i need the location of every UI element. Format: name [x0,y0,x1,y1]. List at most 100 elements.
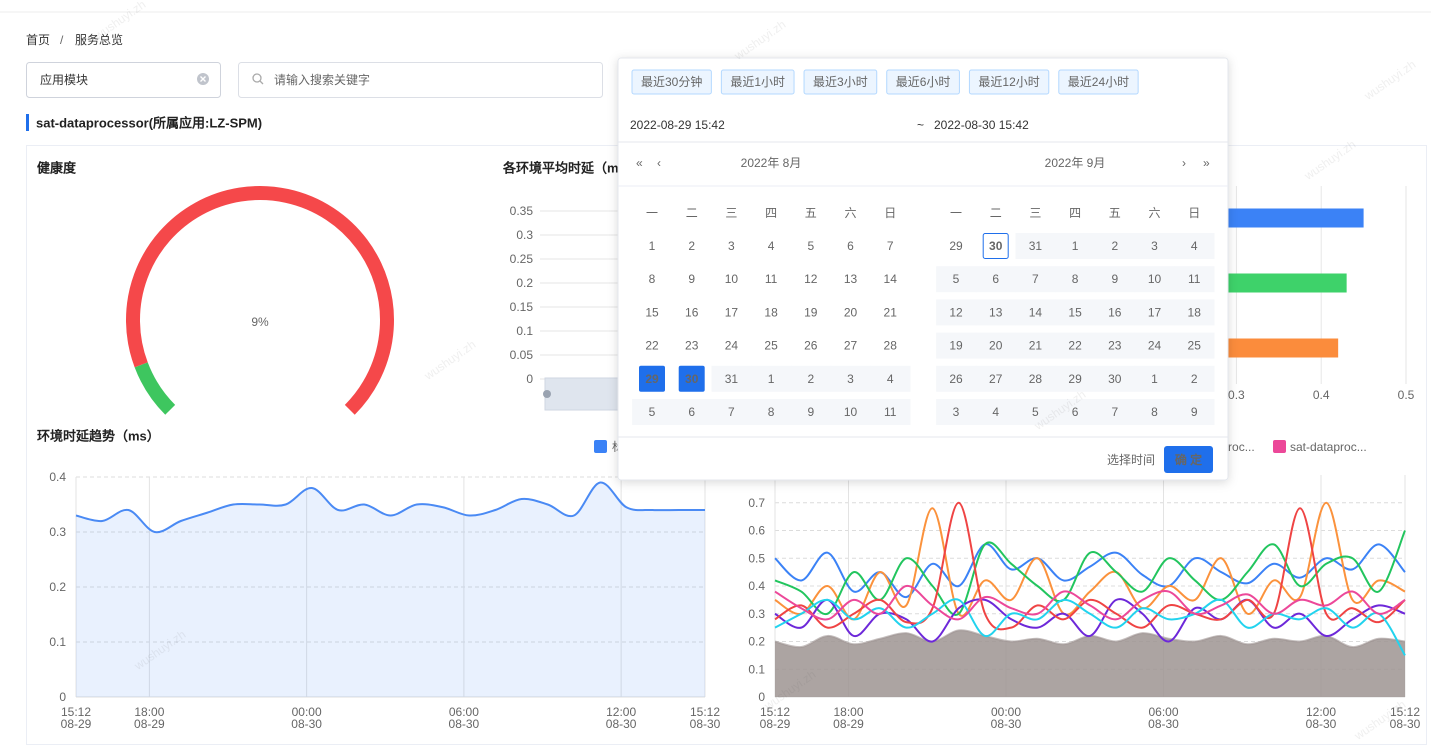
day-label[interactable]: 11 [765,272,778,286]
shortcut-button[interactable] [631,69,712,95]
day-selected[interactable] [639,365,665,392]
y-tick-label: 0.1 [516,324,533,338]
shortcut-button[interactable] [720,69,795,95]
search-icon-handle [259,80,264,85]
gauge-value-label: 9% [251,315,269,329]
month-title: 2022年 8月 [741,156,802,170]
select-box[interactable] [26,62,221,98]
watermark: wushuyi.zh [1301,137,1358,183]
next-month[interactable]: › [1182,156,1186,170]
day-label: 4 [992,405,999,419]
day-cell-bg [1094,233,1136,259]
day-cell-bg [936,365,977,392]
day-label[interactable]: 16 [685,305,699,319]
day-label[interactable]: 21 [884,305,898,319]
end-time[interactable]: 2022-08-30 15:42 [934,118,1029,132]
watermark: wushuyi.zh [421,337,478,383]
weekday-label: 一 [950,206,962,220]
day-label[interactable]: 27 [844,339,858,353]
day-label[interactable]: 28 [884,339,898,353]
day-label[interactable]: 2 [688,239,695,253]
day-label: 30 [989,239,1003,253]
day-label[interactable]: 15 [645,305,659,319]
day-label[interactable]: 12 [804,272,818,286]
day-label[interactable]: 5 [807,239,814,253]
day-cell-bg [1134,332,1175,359]
day-label[interactable]: 24 [725,339,739,353]
y-tick-label: 0.15 [510,300,534,314]
day-cell-bg [1134,233,1175,259]
day-label[interactable]: 23 [685,339,699,353]
line [774,584,1406,621]
day-label: 25 [1188,339,1202,353]
x-tick-label: 15:12 [1390,705,1420,719]
confirm-button[interactable] [1164,446,1213,473]
weekday-label: 日 [884,206,896,220]
day-cell-bg [1134,299,1175,326]
shortcut-button[interactable] [1058,69,1139,95]
day-label[interactable]: 20 [844,305,858,319]
day-cell-bg [1134,266,1175,293]
day-label[interactable]: 6 [847,239,854,253]
shortcut-button[interactable] [803,69,878,95]
day-label: 8 [1072,272,1079,286]
day-label[interactable]: 18 [764,305,778,319]
day-cell-bg [975,399,1017,425]
prev-year[interactable]: « [636,156,643,170]
day-label[interactable]: 13 [844,272,858,286]
day-cell-bg [1134,365,1175,392]
day-label: 30 [1108,372,1122,386]
day-label[interactable]: 10 [725,272,739,286]
day-label[interactable]: 25 [764,339,778,353]
x-tick-label: 08-30 [606,717,637,731]
x-tick-label: 12:00 [1306,705,1336,719]
next-year[interactable]: » [1203,156,1210,170]
day-label[interactable]: 26 [804,339,818,353]
x-tick-label: 08-29 [833,717,864,731]
day-label: 6 [1072,405,1079,419]
select-time-link[interactable]: 选择时间 [1107,453,1155,467]
shortcut-label: 最近1小时 [730,75,785,89]
day-label: 23 [1108,339,1122,353]
day-cell-bg [1015,266,1056,293]
day-label: 31 [1029,239,1043,253]
x-tick-label: 12:00 [606,705,636,719]
start-time[interactable]: 2022-08-29 15:42 [630,118,725,132]
breadcrumb-item[interactable]: 首页 [26,33,50,47]
range-separator: ~ [917,118,924,132]
day-selected[interactable] [678,365,705,392]
day-label: 6 [688,405,695,419]
day-label[interactable]: 8 [649,272,656,286]
day-label[interactable]: 9 [688,272,695,286]
search-box[interactable] [238,62,603,98]
shortcut-button[interactable] [886,69,960,95]
shortcut-button[interactable] [968,69,1050,95]
day-label[interactable]: 22 [645,339,659,353]
day-label[interactable]: 14 [884,272,898,286]
gauge-value-arc [134,362,176,415]
prev-month[interactable]: ‹ [657,156,661,170]
weekday-label: 五 [805,206,817,220]
day-today[interactable] [982,233,1009,259]
x-tick-label: 08-30 [1390,717,1421,731]
day-label[interactable]: 4 [768,239,775,253]
day-label: 1 [1151,372,1158,386]
line [774,598,1406,656]
day-label[interactable]: 19 [804,305,818,319]
y-tick-label: 0.25 [510,252,534,266]
day-label[interactable]: 7 [887,239,894,253]
y-tick-label: 0.2 [49,580,66,594]
day-label: 1 [1072,239,1079,253]
day-cell-bg [1174,399,1215,425]
day-label: 5 [649,405,656,419]
day-cell-bg [1055,233,1096,259]
day-cell-bg [711,399,752,425]
day-label: 29 [645,372,659,386]
day-cell-bg [1015,233,1056,259]
day-label[interactable]: 1 [649,239,656,253]
day-label[interactable]: 17 [725,305,739,319]
day-cell-bg [1174,365,1215,392]
x-tick-label: 15:12 [61,705,91,719]
day-label: 3 [1151,239,1158,253]
day-label[interactable]: 3 [728,239,735,253]
